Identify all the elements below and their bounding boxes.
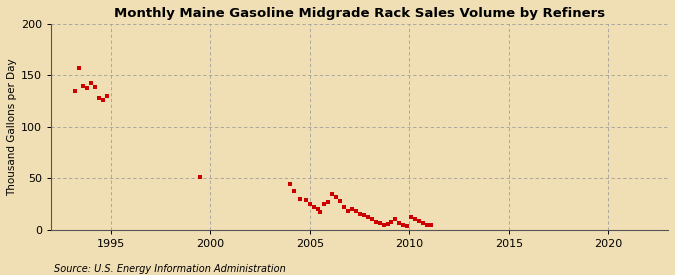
Y-axis label: Thousand Gallons per Day: Thousand Gallons per Day <box>7 58 17 196</box>
Title: Monthly Maine Gasoline Midgrade Rack Sales Volume by Refiners: Monthly Maine Gasoline Midgrade Rack Sal… <box>114 7 605 20</box>
Text: Source: U.S. Energy Information Administration: Source: U.S. Energy Information Administ… <box>54 264 286 274</box>
